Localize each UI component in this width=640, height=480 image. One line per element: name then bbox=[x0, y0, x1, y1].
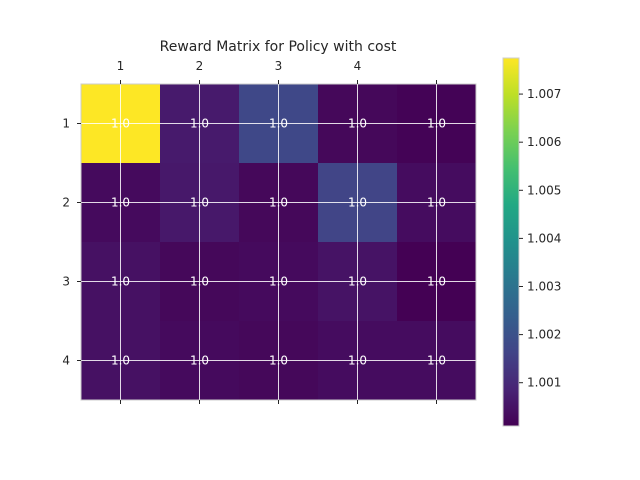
axis-ticks: 1 2 3 4 1 2 3 4 bbox=[62, 59, 437, 404]
cell-value-label: 1.0 bbox=[348, 117, 367, 131]
cell-value-label: 1.0 bbox=[269, 354, 288, 368]
cell-value-label: 1.0 bbox=[190, 354, 209, 368]
colorbar-tick-label: 1.003 bbox=[527, 279, 561, 293]
cell-value-label: 1.0 bbox=[190, 196, 209, 210]
colorbar-tick-label: 1.005 bbox=[527, 183, 561, 197]
colorbar-ticks: 1.001 1.002 1.003 1.004 1.005 1.006 1.007 bbox=[519, 87, 561, 390]
cell-labels: 1.0 1.0 1.0 1.0 1.0 1.0 1.0 1.0 1.0 1.0 1.0 1.0 1.0 1… bbox=[111, 117, 446, 368]
cell-value-label: 1.0 bbox=[190, 275, 209, 289]
colorbar-tick-label: 1.006 bbox=[527, 135, 561, 149]
cell-value-label: 1.0 bbox=[190, 117, 209, 131]
cell-value-label: 1.0 bbox=[111, 354, 130, 368]
cell-value-label: 1.0 bbox=[111, 275, 130, 289]
colorbar-frame bbox=[502, 57, 520, 427]
cell-value-label: 1.0 bbox=[111, 196, 130, 210]
cell-value-label: 1.0 bbox=[427, 196, 446, 210]
chart-title: Reward Matrix for Policy with cost bbox=[160, 39, 397, 55]
colorbar bbox=[503, 58, 519, 426]
cell-value-label: 1.0 bbox=[111, 117, 130, 131]
y-tick-label: 3 bbox=[62, 275, 70, 289]
colorbar-tick-label: 1.002 bbox=[527, 328, 561, 342]
y-tick-label: 2 bbox=[62, 196, 70, 210]
cell-value-label: 1.0 bbox=[427, 275, 446, 289]
cell-value-label: 1.0 bbox=[269, 117, 288, 131]
y-tick-label: 4 bbox=[62, 354, 70, 368]
x-tick-label: 1 bbox=[117, 59, 125, 73]
colorbar-tick-label: 1.007 bbox=[527, 87, 561, 101]
x-tick-label: 4 bbox=[354, 59, 362, 73]
cell-value-label: 1.0 bbox=[427, 117, 446, 131]
cell-value-label: 1.0 bbox=[348, 354, 367, 368]
cell-value-label: 1.0 bbox=[348, 196, 367, 210]
cell-value-label: 1.0 bbox=[427, 354, 446, 368]
cell-value-label: 1.0 bbox=[348, 275, 367, 289]
x-tick-label: 3 bbox=[275, 59, 283, 73]
cell-value-label: 1.0 bbox=[269, 196, 288, 210]
colorbar-tick-label: 1.004 bbox=[527, 231, 561, 245]
cell-value-label: 1.0 bbox=[269, 275, 288, 289]
x-tick-label: 2 bbox=[196, 59, 204, 73]
gridlines bbox=[81, 84, 476, 400]
colorbar-tick-label: 1.001 bbox=[527, 376, 561, 390]
y-tick-label: 1 bbox=[62, 117, 70, 131]
